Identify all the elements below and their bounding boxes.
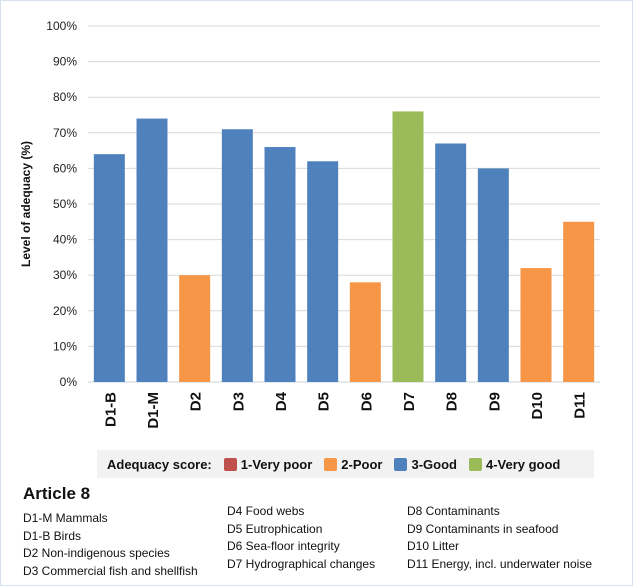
- x-tick-label: D5: [316, 392, 333, 411]
- bar-d4: [264, 147, 296, 382]
- x-tick-label: D4: [273, 391, 290, 411]
- notes-column-1: D1-M Mammals D1-B Birds D2 Non-indigenou…: [23, 510, 198, 580]
- y-axis-ticks: 0% 10% 20% 30% 40% 50% 60% 70% 80% 90% 100%: [46, 19, 77, 389]
- bar-d5: [307, 161, 339, 382]
- note-item: D11 Energy, incl. underwater noise: [407, 556, 592, 571]
- legend-item-poor: 2-Poor: [324, 457, 382, 472]
- x-tick-label: D8: [444, 392, 461, 411]
- y-tick-label: 60%: [53, 161, 77, 175]
- bars: [93, 111, 595, 382]
- x-tick-label: D7: [401, 392, 418, 411]
- x-tick-label: D1-M: [145, 392, 162, 429]
- gridlines: [88, 25, 600, 383]
- bar-d9: [477, 168, 509, 382]
- bar-d6: [349, 282, 381, 382]
- y-tick-label: 40%: [53, 233, 77, 247]
- x-tick-label: D9: [486, 392, 503, 411]
- x-tick-label: D1-B: [102, 392, 119, 427]
- y-tick-label: 100%: [46, 19, 77, 33]
- legend-item-very-good: 4-Very good: [468, 456, 561, 472]
- notes-column-3: D8 Contaminants D9 Contaminants in seafo…: [407, 503, 592, 573]
- x-tick-label: D6: [358, 392, 375, 411]
- legend-swatch-good: [394, 457, 408, 471]
- note-item: D2 Non-indigenous species: [23, 546, 170, 560]
- y-tick-label: 70%: [53, 126, 77, 140]
- note-item: D5 Eutrophication: [227, 521, 323, 536]
- x-tick-label: D3: [230, 392, 247, 411]
- legend-label: 3-Good: [411, 456, 457, 472]
- note-item: D3 Commercial fish and shellfish: [23, 563, 198, 578]
- y-tick-label: 50%: [53, 197, 77, 211]
- note-item: D9 Contaminants in seafood: [407, 521, 559, 536]
- legend-swatch-very-good: [468, 457, 482, 471]
- legend-swatch-poor: [324, 457, 338, 471]
- y-tick-label: 0%: [60, 375, 78, 389]
- legend-label: 1-Very poor: [240, 456, 313, 472]
- note-item: D4 Food webs: [227, 504, 305, 518]
- bar-d3: [221, 129, 253, 382]
- x-tick-label: D10: [529, 392, 546, 420]
- bar-d1-b: [93, 154, 125, 382]
- y-axis-label: Level of adequacy (%): [19, 141, 33, 267]
- y-tick-label: 80%: [53, 90, 77, 104]
- y-tick-label: 10%: [53, 339, 77, 353]
- note-item: D6 Sea-floor integrity: [227, 539, 340, 553]
- note-item: D10 Litter: [407, 539, 460, 553]
- legend-label: 2-Poor: [341, 456, 383, 472]
- note-item: D8 Contaminants: [407, 504, 500, 518]
- legend-label: 4-Very good: [485, 456, 561, 472]
- note-item: D7 Hydrographical changes: [227, 556, 376, 571]
- legend-title: Adequacy score:: [107, 456, 212, 472]
- x-tick-label: D11: [572, 392, 589, 419]
- legend-swatch-very-poor: [223, 457, 237, 471]
- note-item: D1-M Mammals: [23, 511, 108, 525]
- x-tick-label: D2: [188, 392, 205, 411]
- notes-column-2: D4 Food webs D5 Eutrophication D6 Sea-fl…: [227, 503, 375, 573]
- y-tick-label: 20%: [53, 304, 77, 318]
- bar-d11: [563, 221, 595, 382]
- legend-item-good: 3-Good: [394, 457, 457, 472]
- y-tick-label: 90%: [53, 55, 77, 69]
- legend-item-very-poor: 1-Very poor: [223, 456, 313, 472]
- legend: Adequacy score: 1-Very poor 2-Poor 3-Goo…: [97, 450, 594, 478]
- bar-d2: [179, 275, 211, 382]
- y-tick-label: 30%: [53, 268, 77, 282]
- notes-heading: Article 8: [23, 484, 91, 503]
- note-item: D1-B Birds: [23, 528, 82, 543]
- notes-block: Article 8: [23, 484, 90, 506]
- bar-chart: 0%10%20%30%40%50%60%70%80%90%100% D1-B D1…: [19, 19, 600, 429]
- bar-d1-m: [136, 118, 168, 382]
- bar-d7: [392, 111, 424, 382]
- bar-d8: [435, 143, 467, 382]
- x-axis-ticks: D1-B D1-M D2 D3 D4 D5 D6 D7 D8 D9 D10 D11: [102, 391, 588, 428]
- bar-d10: [520, 268, 552, 382]
